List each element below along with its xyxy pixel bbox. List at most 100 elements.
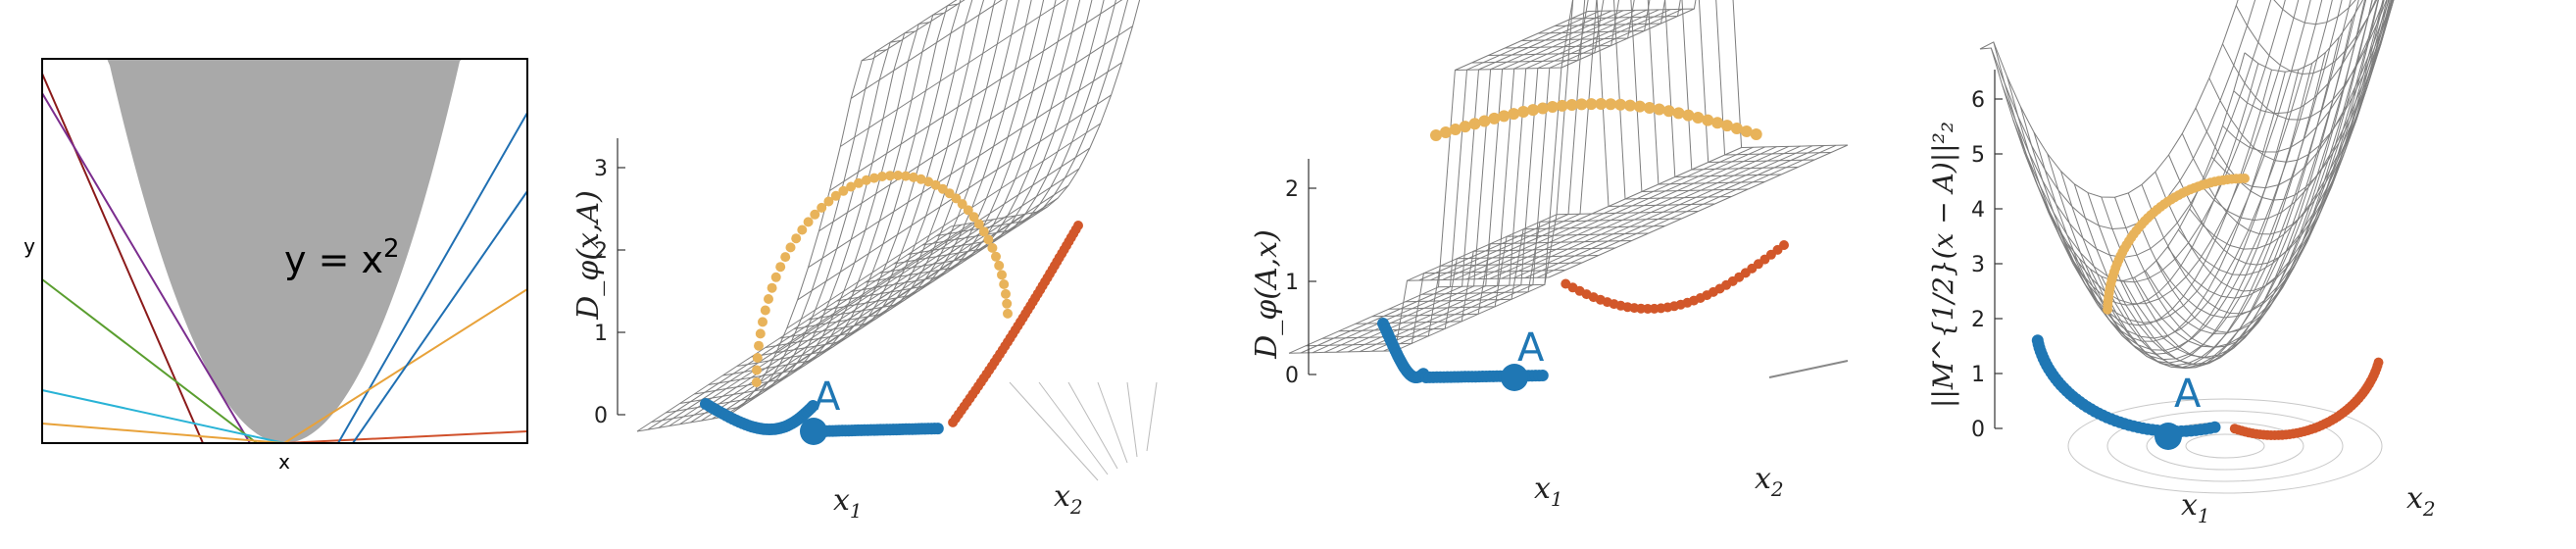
mesh-line [1430,0,1598,281]
floor-line [1009,381,1099,481]
floor-line [1126,381,1138,458]
x2-axis-label: x2 [1054,479,1083,519]
z-axis: 0 1 2 3 4 5 6 [1971,70,2003,442]
mesh-line [2145,0,2388,334]
mesh-line [1418,0,1586,281]
x1-axis-label: x1 [2181,488,2210,527]
trajectory-path [2031,174,2384,440]
mesh-line [1360,9,1660,353]
mesh-line [2006,70,2272,326]
mesh-line [1347,9,1648,353]
floor-line [1067,381,1118,470]
mesh-line [2060,52,2326,369]
mesh-line [2034,0,2311,324]
panel-parabola: y = x2 x y [24,58,528,474]
mesh-line [950,0,1141,227]
z-tick-label: 4 [1971,198,1985,223]
trajectory-point [797,225,808,235]
mesh-line [2166,0,2394,299]
trajectory-point [1740,125,1753,137]
mesh-line [861,0,958,62]
mesh-line [2244,0,2364,73]
trajectory-point [1001,288,1011,299]
y-axis-label: y [24,234,35,258]
z-tick-label: 1 [1285,271,1299,295]
mesh-line [2073,36,2340,370]
mesh-line [701,215,1016,422]
mesh-line [1524,145,1825,278]
mesh-line [2067,0,2343,361]
trajectory-point [978,226,989,237]
mesh-line [840,0,1066,147]
z-tick-label: 3 [1971,253,1985,277]
trajectory-point [931,423,944,435]
mesh-line [679,219,994,425]
mesh-line [1979,47,2246,281]
trajectory-point [1468,118,1481,130]
mesh-line [1288,11,1589,354]
trajectory-point [1643,102,1656,114]
floor-line [1097,381,1128,464]
trajectory-point [1585,98,1598,111]
mesh-line [2222,0,2388,121]
mesh-line [1521,0,1782,178]
epigraph-region [42,59,527,443]
trajectory-point [1730,123,1743,134]
mesh-line [658,222,973,428]
mesh-line [808,0,1020,321]
z-axis: 0 1 2 [1285,159,1316,388]
trajectory-point [877,172,887,181]
panel-divergence-xa: 0 1 2 3 A D_φ(x,A) x1 x2 [571,0,1158,523]
trajectory-point [963,205,973,216]
trajectory-point [752,365,762,375]
mesh-line [1371,9,1671,352]
mesh-line [1555,0,1815,164]
mesh-line [818,25,1133,232]
mesh-line [1383,8,1683,352]
mesh-line [1489,145,1790,279]
surface-mesh [1979,0,2395,370]
tangent-lines [41,73,528,444]
trajectory-point [1546,101,1559,113]
parabola-label-sup: 2 [383,234,400,264]
z-tick-label: 5 [1971,143,1985,168]
trajectory-point [1556,99,1568,112]
tangent-line [41,92,251,444]
trajectory-point [1711,117,1724,129]
trajectory-point [1002,298,1013,309]
x1-sub: 1 [2198,504,2210,527]
z-tick-label: 2 [594,239,608,264]
tangent-line [283,430,528,444]
trajectory-point [983,234,994,245]
trajectory-point [1614,98,1627,111]
mesh-line [1536,144,1837,278]
trajectory-point [780,252,791,263]
trajectory-point [823,196,834,207]
mesh-line [712,213,1026,420]
trajectory-point [1662,105,1675,118]
point-a-marker [2155,423,2182,450]
x2-sub: 2 [1770,477,1784,501]
mesh-line [2178,0,2395,276]
mesh-line [1538,0,1799,171]
trajectory-point [908,172,918,182]
mesh-line [2012,0,2286,283]
trajectory-point [767,282,777,293]
trajectory-point [1439,126,1452,138]
mesh-line [822,0,1032,311]
z-tick-label: 2 [1971,308,1985,332]
trajectory-point [1449,124,1461,135]
point-a-label: A [2174,372,2202,417]
mesh-line [1548,144,1849,278]
mesh-line [2155,0,2391,319]
mesh-line [743,197,1059,404]
trajectory-point [1624,99,1636,112]
floor-contour [2106,410,2344,482]
mesh-line [1465,146,1765,280]
mesh-line [808,62,1122,269]
trajectory-point [1488,112,1501,125]
trajectory-point [754,340,764,351]
floor-line [1146,381,1158,452]
trajectory-point [810,209,820,220]
mesh-line [871,0,966,60]
